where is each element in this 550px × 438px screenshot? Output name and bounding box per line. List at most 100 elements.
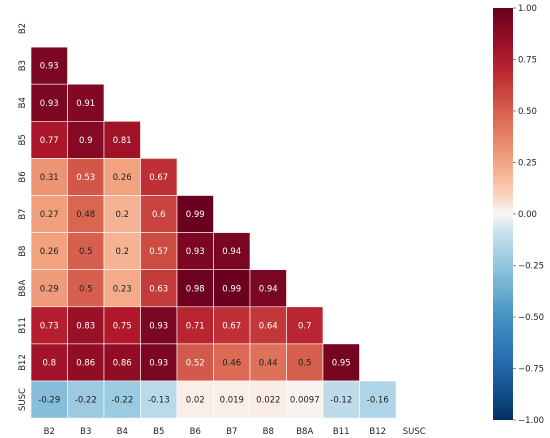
y-tick-label: B8A [18, 280, 28, 297]
colorbar-tick-label: −0.75 [518, 365, 544, 375]
cell-value-label: 0.9 [79, 136, 93, 146]
x-tick-label: B8A [296, 427, 313, 437]
heatmap-cell [30, 343, 68, 382]
cell-value-label: 0.99 [186, 210, 205, 220]
cell-value-label: 0.48 [76, 210, 95, 220]
cell-value-label: 0.44 [259, 358, 278, 368]
x-tick-label: B4 [117, 427, 128, 437]
cell-value-label: -0.12 [330, 396, 352, 406]
heatmap-cell [249, 269, 287, 308]
cell-value-label: 0.63 [149, 284, 168, 294]
heatmap-cell [286, 306, 324, 345]
colorbar-tick-label: 0.75 [518, 56, 537, 66]
cell-value-label: 0.57 [149, 247, 168, 257]
cell-value-label: -0.16 [367, 396, 389, 406]
heatmap-cell [103, 380, 141, 419]
cell-value-label: 0.5 [298, 358, 312, 368]
heatmap-cell [176, 232, 214, 271]
heatmap-cell [249, 343, 287, 382]
cell-value-label: 0.93 [149, 358, 168, 368]
cell-value-label: 0.73 [40, 321, 59, 331]
heatmap-cell [140, 195, 178, 233]
heatmap-cell [67, 83, 105, 122]
cell-value-label: 0.93 [40, 99, 59, 109]
heatmap-cell [30, 269, 68, 308]
heatmap-cell [67, 195, 105, 233]
cell-value-label: 0.94 [259, 284, 278, 294]
cell-value-label: 0.6 [152, 210, 166, 220]
cell-value-label: 0.2 [115, 210, 129, 220]
cell-value-label: 0.46 [222, 358, 241, 368]
cell-value-label: 0.95 [332, 358, 351, 368]
colorbar-tick-label: −0.50 [518, 313, 544, 323]
cell-value-label: 0.86 [76, 358, 95, 368]
y-tick-label: B4 [18, 97, 28, 108]
y-tick-label: B5 [18, 134, 28, 145]
cell-value-label: 0.83 [76, 321, 95, 331]
cell-value-label: 0.93 [186, 247, 205, 257]
x-tick-label: B11 [333, 427, 350, 437]
heatmap-cell [176, 380, 214, 419]
cell-value-label: 0.7 [298, 321, 312, 331]
heatmap-cell [67, 269, 105, 308]
heatmap-cell [103, 306, 141, 345]
colorbar-tick-label: −1.00 [518, 416, 544, 426]
cell-value-label: 0.2 [115, 247, 129, 257]
cell-value-label: 0.91 [76, 99, 95, 109]
heatmap-cell [30, 306, 68, 345]
heatmap-cell [213, 269, 251, 308]
cell-value-label: 0.81 [113, 136, 132, 146]
y-tick-label: B7 [18, 208, 28, 219]
heatmap-cells: 0.93 0.93 0.91 0.77 0.9 0.81 0.31 0.53 0.26 0.67 0… [30, 46, 397, 419]
heatmap-cell [213, 232, 251, 271]
heatmap-cell [359, 380, 397, 419]
cell-value-label: 0.27 [40, 210, 59, 220]
colorbar: 1.00 0.75 0.50 0.25 0.00 −0.25 −0.50 −0.75 −1.00 [493, 4, 544, 426]
x-axis-tick-labels: B2 B3 B4 B5 B6 B7 B8 B8A B11 B12 SUSC [44, 427, 426, 437]
heatmap-cell [140, 158, 178, 196]
colorbar-gradient [493, 8, 513, 420]
x-tick-label: B12 [369, 427, 386, 437]
cell-value-label: 0.31 [40, 173, 59, 183]
colorbar-tick-label: 1.00 [518, 4, 537, 14]
cell-value-label: 0.022 [256, 396, 280, 406]
heatmap-cell [286, 380, 324, 419]
heatmap-cell [140, 380, 178, 419]
cell-value-label: 0.98 [186, 284, 205, 294]
y-tick-label: B12 [18, 354, 28, 371]
cell-value-label: 0.5 [79, 247, 93, 257]
cell-value-label: 0.71 [186, 321, 205, 331]
heatmap-cell [30, 380, 68, 419]
heatmap-cell [140, 269, 178, 308]
cell-value-label: 0.99 [222, 284, 241, 294]
cell-value-label: -0.13 [148, 396, 170, 406]
x-tick-label: B8 [263, 427, 274, 437]
cell-value-label: 0.5 [79, 284, 93, 294]
cell-value-label: 0.23 [113, 284, 132, 294]
heatmap-cell [67, 380, 105, 419]
cell-value-label: 0.8 [42, 358, 56, 368]
x-tick-label: B3 [80, 427, 91, 437]
cell-value-label: 0.77 [40, 136, 59, 146]
y-tick-label: B3 [18, 60, 28, 71]
heatmap-cell [322, 343, 360, 382]
x-tick-label: B6 [190, 427, 201, 437]
heatmap-cell [30, 46, 68, 85]
cell-value-label: 0.29 [40, 284, 59, 294]
cell-value-label: 0.93 [149, 321, 168, 331]
heatmap-cell [322, 380, 360, 419]
cell-value-label: 0.86 [113, 358, 132, 368]
colorbar-tick-label: −0.25 [518, 262, 544, 272]
heatmap-cell [30, 232, 68, 271]
heatmap-cell [30, 83, 68, 122]
x-tick-label: B7 [226, 427, 237, 437]
cell-value-label: 0.75 [113, 321, 132, 331]
x-tick-label: B2 [44, 427, 55, 437]
cell-value-label: -0.22 [75, 396, 97, 406]
y-axis-tick-labels: B2 B3 B4 B5 B6 B7 B8 B8A B11 B12 SUSC [18, 23, 28, 411]
heatmap-cell [140, 232, 178, 271]
cell-value-label: 0.53 [76, 173, 95, 183]
cell-value-label: 0.93 [40, 62, 59, 72]
cell-value-label: 0.26 [40, 247, 59, 257]
cell-value-label: 0.94 [222, 247, 241, 257]
